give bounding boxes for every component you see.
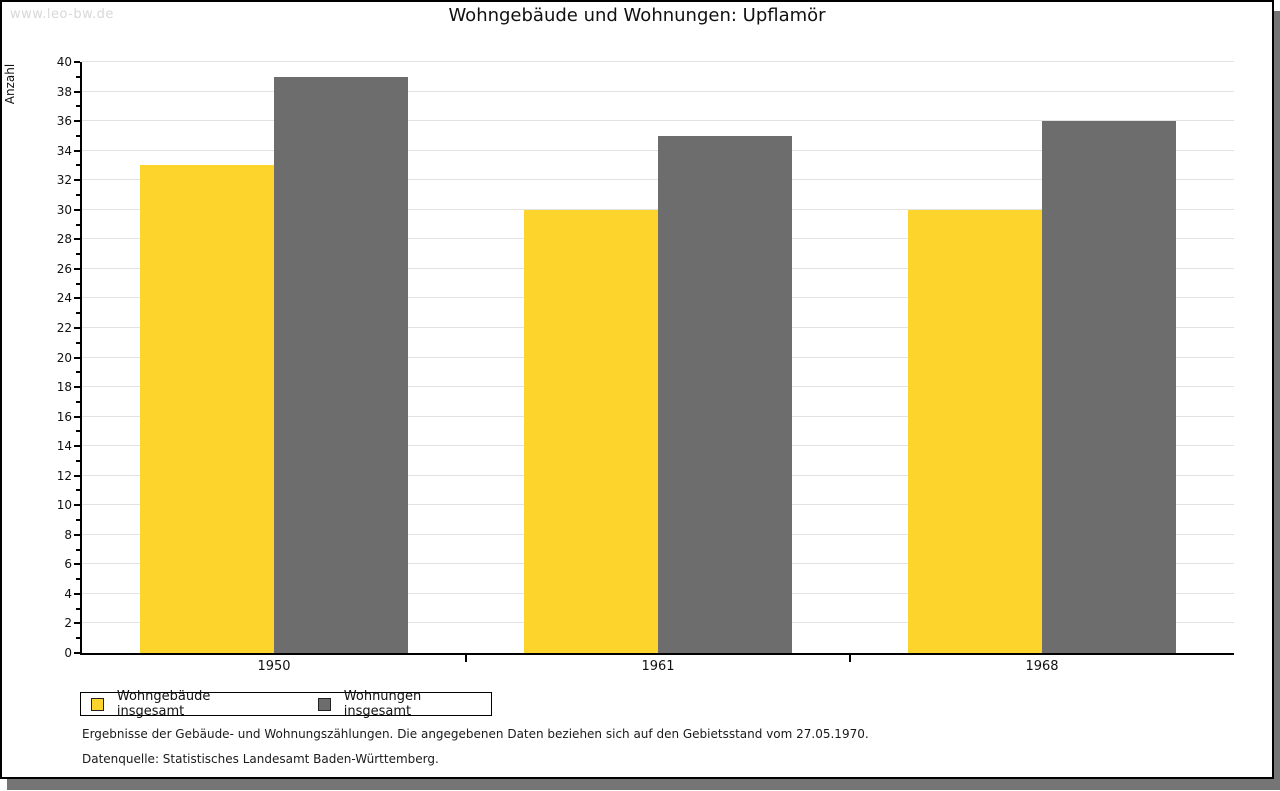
y-minor-tick-29 [76,223,80,226]
y-minor-tick-3 [76,607,80,610]
y-major-tick-4 [74,592,80,595]
y-major-tick-20 [74,356,80,359]
y-minor-tick-9 [76,519,80,522]
legend-item-wohngebaeude: Wohngebäude insgesamt [91,689,280,719]
y-minor-tick-25 [76,282,80,285]
x-boundary-tick-1 [465,655,467,662]
y-minor-tick-31 [76,193,80,196]
x-tick-label-1968: 1968 [1025,659,1059,674]
y-major-tick-38 [74,90,80,93]
y-major-tick-2 [74,622,80,625]
y-tick-label-26: 26 [56,261,72,276]
y-tick-label-30: 30 [56,202,72,217]
y-tick-label-24: 24 [56,291,72,306]
y-minor-tick-5 [76,578,80,581]
y-major-tick-24 [74,297,80,300]
plot-area: 0 2 4 6 8 10 12 14 16 18 20 22 24 26 28 30 32 34 36 38 40 195… [57,55,1234,674]
y-major-tick-14 [74,445,80,448]
y-tick-label-0: 0 [64,646,72,660]
legend: Wohngebäude insgesamt Wohnungen insgesamt [80,689,492,719]
gridline-38 [82,90,1234,92]
y-tick-label-2: 2 [64,616,72,631]
footer-note: Ergebnisse der Gebäude- und Wohnungszähl… [82,727,869,741]
legend-swatch-yellow [91,697,104,711]
y-major-tick-6 [74,563,80,566]
y-tick-label-18: 18 [56,380,72,395]
y-tick-label-10: 10 [56,498,72,513]
y-tick-label-16: 16 [56,409,72,424]
x-tick-label-1950: 1950 [257,659,291,674]
legend-label-wohngebaeude: Wohngebäude insgesamt [116,689,211,719]
bar-wohngebaeude-1950 [140,165,274,653]
y-minor-tick-17 [76,400,80,403]
y-tick-label-40: 40 [56,55,72,69]
bar-wohngebaeude-1968 [908,209,1042,653]
y-tick-label-22: 22 [56,320,72,335]
bar-wohnungen-1968 [1042,121,1176,653]
y-major-tick-10 [74,504,80,507]
bar-wohngebaeude-1961 [524,209,658,653]
legend-label-wohnungen: Wohnungen insgesamt [343,689,422,719]
footer-source: Datenquelle: Statistisches Landesamt Bad… [82,752,439,766]
y-minor-tick-23 [76,312,80,315]
y-major-tick-12 [74,474,80,477]
y-minor-tick-1 [76,637,80,640]
y-minor-tick-7 [76,548,80,551]
y-minor-tick-13 [76,459,80,462]
y-major-tick-34 [74,149,80,152]
y-minor-tick-21 [76,341,80,344]
gridline-36 [82,120,1234,122]
chart-title: Wohngebäude und Wohnungen: Upflamör [448,5,826,26]
y-major-tick-36 [74,120,80,123]
bar-wohnungen-1950 [274,76,408,653]
y-axis-title-text: Anzahl [3,63,17,105]
y-major-tick-16 [74,415,80,418]
y-major-tick-22 [74,326,80,329]
y-tick-label-38: 38 [56,84,72,99]
y-tick-label-20: 20 [56,350,72,365]
x-tick-label-1961: 1961 [641,659,675,674]
watermark: www.leo-bw.de [10,7,114,22]
y-major-tick-26 [74,267,80,270]
y-minor-tick-37 [76,105,80,108]
x-boundary-tick-2 [849,655,851,662]
y-major-tick-32 [74,179,80,182]
y-major-tick-18 [74,386,80,389]
y-tick-label-34: 34 [56,143,72,158]
y-minor-tick-35 [76,134,80,137]
y-tick-label-32: 32 [56,173,72,188]
y-major-tick-8 [74,533,80,536]
y-minor-tick-19 [76,371,80,374]
y-tick-label-8: 8 [64,527,72,542]
y-tick-label-4: 4 [64,586,72,601]
y-tick-label-14: 14 [56,439,72,454]
y-tick-label-6: 6 [64,557,72,572]
y-minor-tick-11 [76,489,80,492]
y-axis-title: Anzahl [1,54,19,114]
y-minor-tick-39 [76,75,80,78]
y-tick-label-28: 28 [56,232,72,247]
bar-wohnungen-1961 [658,135,792,653]
y-major-tick-30 [74,208,80,211]
y-minor-tick-33 [76,164,80,167]
y-major-tick-28 [74,238,80,241]
y-tick-label-36: 36 [56,114,72,129]
legend-swatch-gray [317,697,331,711]
y-minor-tick-15 [76,430,80,433]
gridline-40 [82,61,1234,62]
y-major-tick-40 [74,61,80,63]
y-tick-label-12: 12 [56,468,72,483]
legend-item-wohnungen: Wohnungen insgesamt [317,689,491,719]
y-major-tick-0 [74,652,80,654]
y-minor-tick-27 [76,253,80,256]
